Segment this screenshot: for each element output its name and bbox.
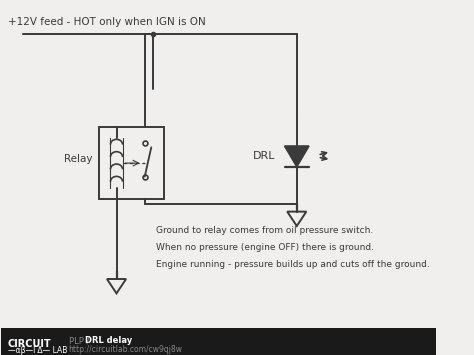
Text: Ground to relay comes from oil pressure switch.: Ground to relay comes from oil pressure … (155, 226, 373, 235)
FancyBboxPatch shape (1, 328, 436, 355)
Text: Engine running - pressure builds up and cuts off the ground.: Engine running - pressure builds up and … (155, 260, 429, 269)
Polygon shape (284, 146, 309, 167)
Text: +12V feed - HOT only when IGN is ON: +12V feed - HOT only when IGN is ON (8, 17, 206, 27)
Text: When no pressure (engine OFF) there is ground.: When no pressure (engine OFF) there is g… (155, 243, 374, 252)
Text: CIRCUIT: CIRCUIT (8, 339, 52, 349)
Text: —αβ—ΓΔ— LAB: —αβ—ΓΔ— LAB (8, 346, 67, 355)
Text: http://circuitlab.com/cw9qj8w: http://circuitlab.com/cw9qj8w (69, 345, 182, 354)
Text: DRL delay: DRL delay (85, 336, 132, 345)
Text: DRL: DRL (253, 151, 275, 162)
Text: Relay: Relay (64, 154, 92, 164)
Text: PLP /: PLP / (69, 336, 92, 345)
